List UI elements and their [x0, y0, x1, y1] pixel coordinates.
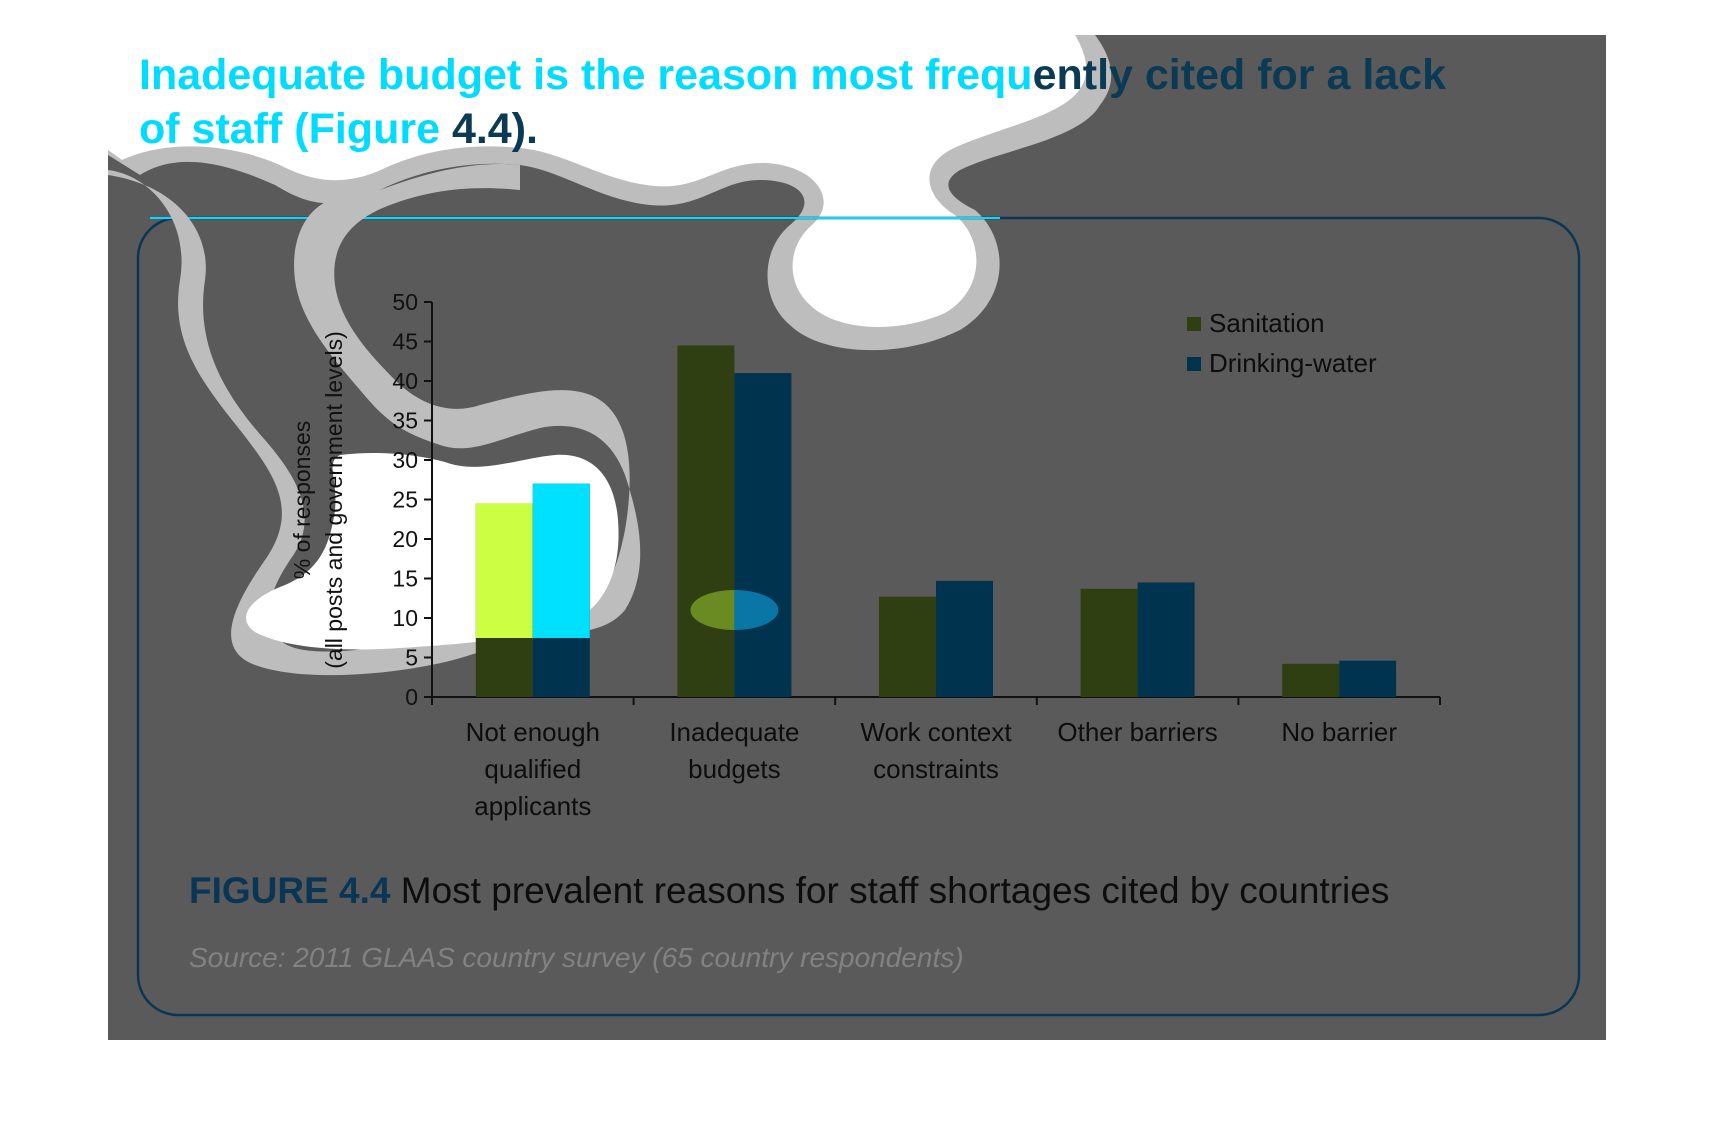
- y-tick-label: 25: [392, 487, 418, 513]
- x-tick-label-line: applicants: [474, 791, 591, 821]
- x-tick-label-line: Work context: [860, 717, 1012, 747]
- y-tick-label: 15: [392, 566, 418, 592]
- y-axis-title-line: (all posts and government levels): [321, 331, 347, 669]
- bar-highlight-sanitation: [475, 503, 533, 638]
- x-tick-label-line: budgets: [688, 754, 781, 784]
- legend-swatch-drinking-water: [1187, 357, 1201, 371]
- x-tick-label-line: Not enough: [466, 717, 600, 747]
- bar-highlight-drinking-water: [532, 483, 590, 638]
- y-tick-label: 45: [392, 329, 418, 355]
- headline-line2-lead: of staff (Figure: [139, 105, 452, 153]
- y-axis-title-line: % of responses: [289, 421, 315, 580]
- y-axis-title: % of responses (all posts and government …: [289, 331, 347, 669]
- figure-number: FIGURE 4.4: [189, 870, 391, 911]
- y-tick-label: 30: [392, 447, 418, 473]
- x-tick-label-line: No barrier: [1281, 717, 1397, 747]
- x-tick-label-line: Inadequate: [669, 717, 799, 747]
- headline-tail: ently cited for a lack: [1032, 51, 1447, 99]
- bar-drinking-water: [1339, 660, 1397, 697]
- x-tick-label-line: Other barriers: [1057, 717, 1217, 747]
- bar-sanitation: [1282, 663, 1340, 697]
- y-tick-label: 50: [392, 289, 418, 315]
- y-tick-label: 10: [392, 605, 418, 631]
- legend-label: Drinking-water: [1209, 348, 1377, 378]
- x-tick-label: Work context constraints: [860, 717, 1012, 784]
- slide-headline: Inadequate budget is the reason most fre…: [139, 48, 1579, 156]
- highlight-region-top: [108, 35, 1087, 327]
- x-tick-label: No barrier: [1281, 717, 1397, 747]
- y-tick-label: 0: [405, 684, 418, 710]
- y-tick-label: 5: [405, 645, 418, 671]
- bar-drinking-water: [734, 373, 792, 697]
- x-tick-label-line: qualified: [484, 754, 581, 784]
- headline-line2-tail: 4.4).: [451, 105, 538, 153]
- legend-label: Sanitation: [1209, 308, 1325, 338]
- y-tick-label: 40: [392, 368, 418, 394]
- bar-sanitation: [677, 345, 735, 697]
- y-tick-label: 35: [392, 408, 418, 434]
- x-tick-label: Inadequate budgets: [669, 717, 799, 784]
- figure-caption: FIGURE 4.4 Most prevalent reasons for st…: [189, 870, 1389, 912]
- bar-drinking-water: [1137, 582, 1195, 697]
- bar-sanitation: [879, 596, 936, 697]
- x-tick-label: Other barriers: [1057, 717, 1217, 747]
- bar-sanitation: [1080, 588, 1138, 697]
- figure-source: Source: 2011 GLAAS country survey (65 co…: [189, 942, 964, 973]
- y-tick-label: 20: [392, 526, 418, 552]
- bar-drinking-water: [936, 580, 993, 697]
- headline-lead: Inadequate budget is the reason most fre…: [139, 51, 1033, 99]
- figure-caption-text: Most prevalent reasons for staff shortag…: [400, 870, 1390, 911]
- legend-swatch-sanitation: [1187, 317, 1201, 331]
- bar-chart: 0 5 10 15 20 25 30 35 40 45 50 % of responses (all p…: [289, 289, 1441, 821]
- x-tick-label: Not enough qualified applicants: [466, 717, 600, 821]
- x-tick-label-line: constraints: [873, 754, 999, 784]
